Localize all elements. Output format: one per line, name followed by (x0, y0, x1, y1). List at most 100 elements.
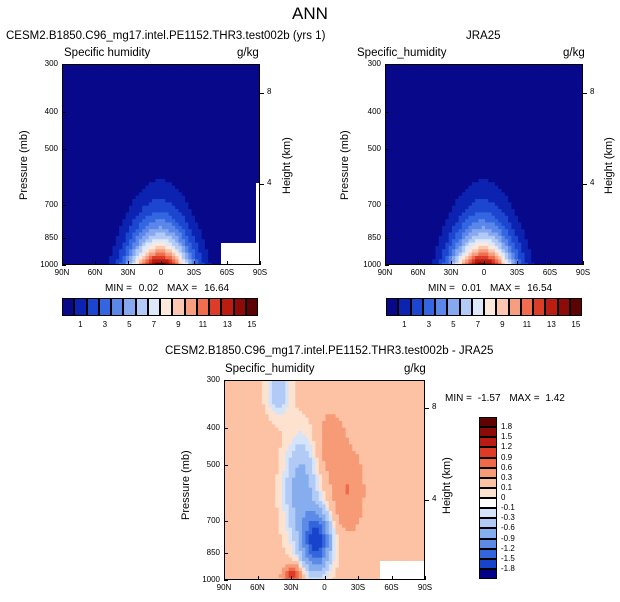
contour-cell (452, 101, 456, 106)
contour-cell (442, 101, 446, 106)
contour-cell (422, 229, 427, 234)
contour-cell (86, 232, 90, 237)
contour-cell (115, 118, 120, 123)
contour-cell (195, 132, 199, 136)
contour-cell (241, 178, 246, 183)
contour-cell (178, 68, 183, 73)
contour-cell (428, 118, 433, 123)
contour-cell (119, 158, 123, 163)
contour-cell (105, 145, 110, 150)
contour-cell (99, 152, 104, 157)
contour-cell (428, 192, 433, 197)
contour-cell (395, 168, 400, 173)
contour-cell (96, 245, 100, 250)
contour-cell (109, 232, 114, 237)
contour-cell (435, 239, 440, 244)
contour-cell (228, 145, 232, 150)
contour-cell (452, 195, 456, 200)
contour-cell (79, 192, 84, 197)
contour-cell (428, 205, 433, 210)
contour-cell (445, 68, 450, 73)
contour-cell (218, 91, 222, 96)
contour-cell (241, 95, 246, 100)
contour-cell (82, 212, 87, 217)
contour-cell (438, 209, 443, 213)
contour-cell (399, 215, 404, 220)
contour-cell (228, 199, 232, 203)
contour-cell (392, 195, 397, 200)
contour-cell (191, 192, 196, 197)
contour-cell (445, 91, 450, 96)
contour-cell (158, 188, 163, 193)
contour-cell (425, 209, 430, 213)
contour-cell (435, 182, 440, 187)
contour-cell (152, 262, 156, 264)
contour-cell (254, 135, 259, 140)
contour-cell (234, 172, 239, 177)
contour-cell (135, 135, 140, 140)
contour-cell (448, 88, 453, 93)
contour-cell (102, 172, 107, 177)
contour-cell (392, 209, 397, 213)
contour-cell (389, 121, 394, 126)
contour-cell (195, 118, 199, 123)
contour-cell (208, 219, 213, 224)
contour-cell (204, 105, 209, 110)
contour-cell (395, 155, 400, 160)
contour-cell (155, 239, 160, 244)
contour-cell (92, 168, 97, 173)
contour-cell (135, 175, 140, 180)
contour-cell (452, 212, 456, 217)
contour-cell (129, 185, 133, 190)
contour-cell (224, 199, 229, 203)
contour-cell (432, 142, 437, 146)
contour-cell (399, 219, 404, 224)
contour-cell (211, 132, 216, 136)
contour-cell (412, 185, 417, 190)
contour-cell (445, 111, 450, 116)
contour-cell (389, 81, 394, 86)
contour-cell (224, 162, 229, 167)
contour-cell (132, 239, 137, 244)
contour-cell (129, 68, 133, 73)
contour-cell (102, 111, 107, 116)
contour-cell (76, 212, 81, 217)
contour-cell (92, 199, 97, 203)
contour-cell (181, 165, 186, 170)
contour-cell (181, 98, 186, 103)
contour-cell (208, 111, 213, 116)
contour-cell (221, 101, 226, 106)
contour-cell (142, 158, 147, 163)
contour-cell (432, 105, 437, 110)
contour-cell (162, 239, 166, 244)
contour-cell (432, 219, 437, 224)
colorbar-swatch (86, 298, 99, 316)
contour-cell (181, 222, 186, 227)
contour-cell (152, 162, 156, 167)
contour-cell (244, 68, 249, 73)
contour-cell (115, 105, 120, 110)
contour-cell (145, 212, 150, 217)
contour-cell (191, 108, 196, 113)
contour-cell (392, 115, 397, 120)
contour-cell (241, 68, 246, 73)
contour-cell (109, 219, 114, 224)
contour-cell (198, 255, 203, 260)
contour-cell (419, 91, 423, 96)
contour-cell (442, 75, 446, 79)
contour-cell (188, 252, 193, 257)
contour-cell (135, 88, 140, 93)
contour-cell (145, 175, 150, 180)
contour-cell (125, 229, 130, 234)
contour-cell (92, 155, 97, 160)
contour-cell (392, 145, 397, 150)
contour-cell (452, 222, 456, 227)
contour-cell (442, 229, 446, 234)
contour-cell (132, 142, 137, 146)
contour-cell (165, 128, 170, 133)
contour-cell (155, 111, 160, 116)
contour-cell (452, 232, 456, 237)
contour-cell (395, 165, 400, 170)
contour-cell (419, 88, 423, 93)
contour-cell (119, 101, 123, 106)
